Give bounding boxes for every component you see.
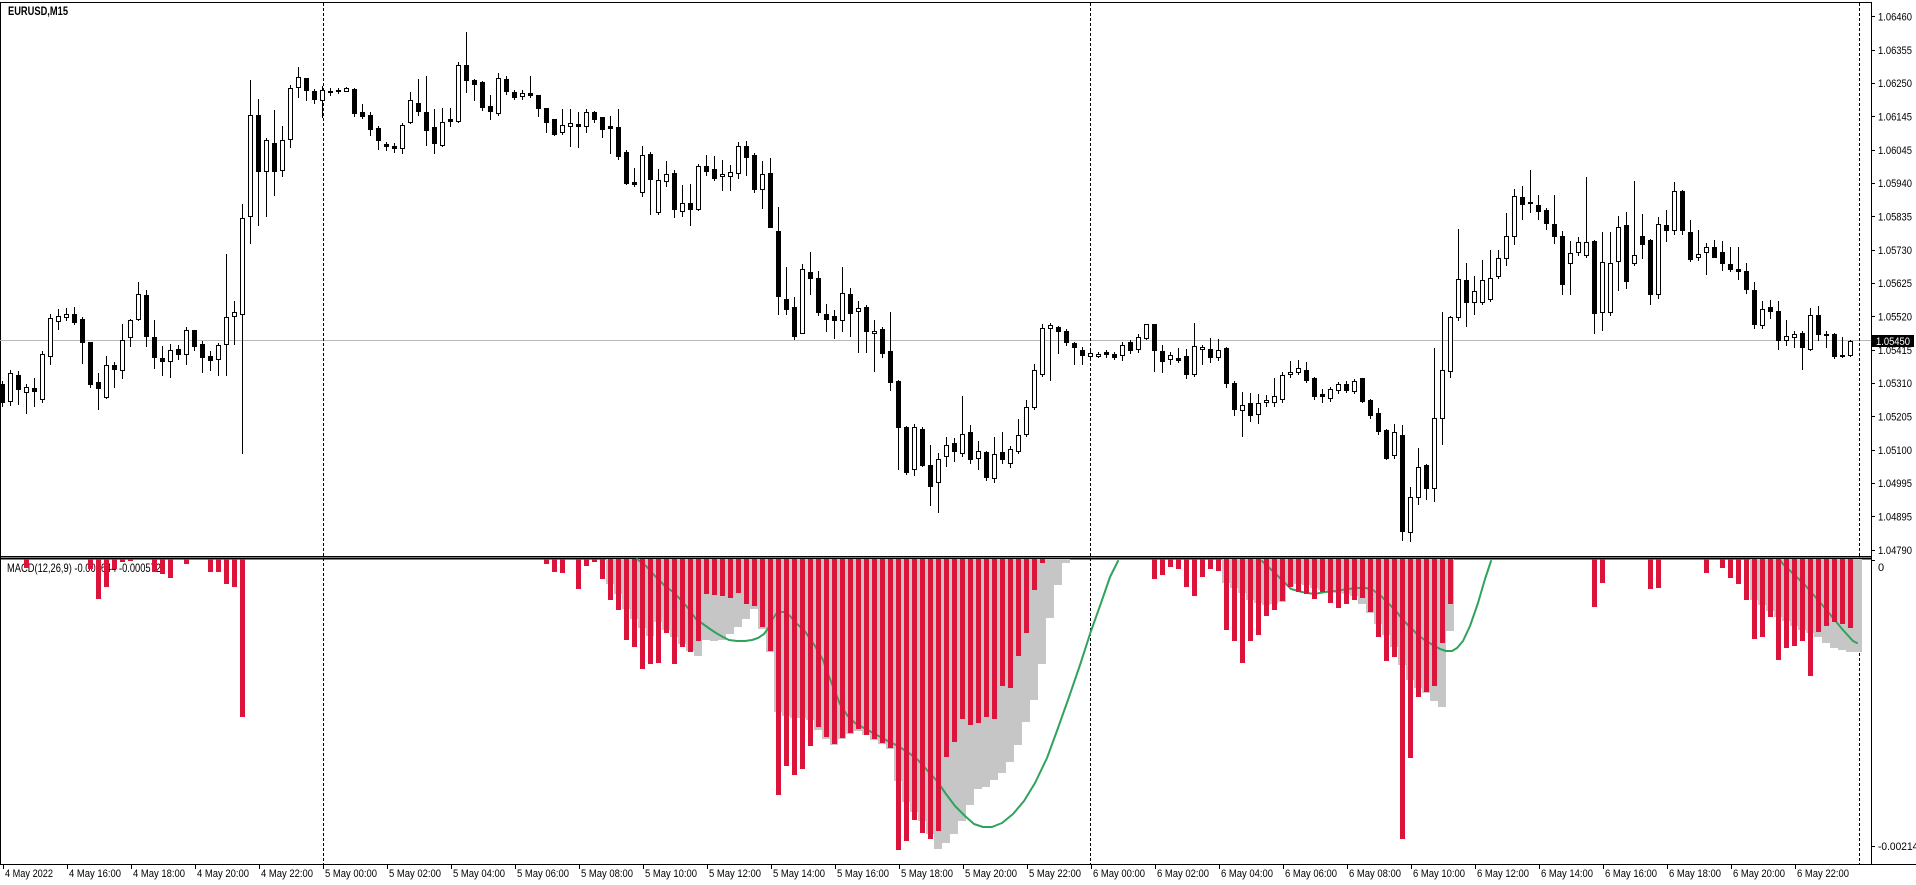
svg-text:4 May 22:00: 4 May 22:00 <box>261 868 313 880</box>
svg-text:6 May 10:00: 6 May 10:00 <box>1413 868 1465 880</box>
svg-text:5 May 10:00: 5 May 10:00 <box>645 868 697 880</box>
svg-text:1.05625: 1.05625 <box>1878 278 1912 290</box>
svg-text:5 May 12:00: 5 May 12:00 <box>709 868 761 880</box>
svg-text:4 May 2022: 4 May 2022 <box>5 868 53 880</box>
svg-text:4 May 16:00: 4 May 16:00 <box>69 868 121 880</box>
svg-text:5 May 18:00: 5 May 18:00 <box>901 868 953 880</box>
svg-text:1.04895: 1.04895 <box>1878 512 1912 524</box>
svg-text:6 May 04:00: 6 May 04:00 <box>1221 868 1273 880</box>
svg-text:1.06355: 1.06355 <box>1878 45 1912 57</box>
svg-text:6 May 02:00: 6 May 02:00 <box>1157 868 1209 880</box>
svg-text:1.05100: 1.05100 <box>1878 445 1912 457</box>
svg-text:5 May 20:00: 5 May 20:00 <box>965 868 1017 880</box>
svg-text:EURUSD,M15: EURUSD,M15 <box>8 4 68 18</box>
svg-text:5 May 00:00: 5 May 00:00 <box>325 868 377 880</box>
svg-text:5 May 06:00: 5 May 06:00 <box>517 868 569 880</box>
svg-text:4 May 20:00: 4 May 20:00 <box>197 868 249 880</box>
svg-text:1.05310: 1.05310 <box>1878 378 1912 390</box>
svg-text:1.05940: 1.05940 <box>1878 178 1912 190</box>
svg-text:6 May 08:00: 6 May 08:00 <box>1349 868 1401 880</box>
svg-text:6 May 20:00: 6 May 20:00 <box>1733 868 1785 880</box>
svg-text:1.04790: 1.04790 <box>1878 545 1912 557</box>
svg-text:1.05835: 1.05835 <box>1878 212 1912 224</box>
svg-text:1.05205: 1.05205 <box>1878 412 1912 424</box>
svg-text:6 May 12:00: 6 May 12:00 <box>1477 868 1529 880</box>
svg-text:5 May 02:00: 5 May 02:00 <box>389 868 441 880</box>
svg-text:5 May 14:00: 5 May 14:00 <box>773 868 825 880</box>
svg-text:1.06045: 1.06045 <box>1878 145 1912 157</box>
svg-text:MACD(12,26,9) -0.000644 -0.000: MACD(12,26,9) -0.000644 -0.000572 <box>7 561 161 575</box>
svg-text:5 May 04:00: 5 May 04:00 <box>453 868 505 880</box>
svg-text:1.06145: 1.06145 <box>1878 112 1912 124</box>
svg-text:5 May 22:00: 5 May 22:00 <box>1029 868 1081 880</box>
svg-text:0: 0 <box>1878 562 1884 574</box>
svg-text:5 May 16:00: 5 May 16:00 <box>837 868 889 880</box>
svg-text:6 May 18:00: 6 May 18:00 <box>1669 868 1721 880</box>
svg-text:6 May 06:00: 6 May 06:00 <box>1285 868 1337 880</box>
svg-text:6 May 14:00: 6 May 14:00 <box>1541 868 1593 880</box>
svg-text:1.06460: 1.06460 <box>1878 12 1912 24</box>
svg-text:1.06250: 1.06250 <box>1878 78 1912 90</box>
svg-text:6 May 00:00: 6 May 00:00 <box>1093 868 1145 880</box>
svg-text:1.05415: 1.05415 <box>1878 345 1912 357</box>
svg-text:1.04995: 1.04995 <box>1878 478 1912 490</box>
svg-text:1.05450: 1.05450 <box>1876 336 1910 348</box>
svg-text:1.05520: 1.05520 <box>1878 312 1912 324</box>
svg-text:6 May 16:00: 6 May 16:00 <box>1605 868 1657 880</box>
svg-text:5 May 08:00: 5 May 08:00 <box>581 868 633 880</box>
svg-text:1.05730: 1.05730 <box>1878 245 1912 257</box>
svg-text:4 May 18:00: 4 May 18:00 <box>133 868 185 880</box>
svg-text:6 May 22:00: 6 May 22:00 <box>1797 868 1849 880</box>
